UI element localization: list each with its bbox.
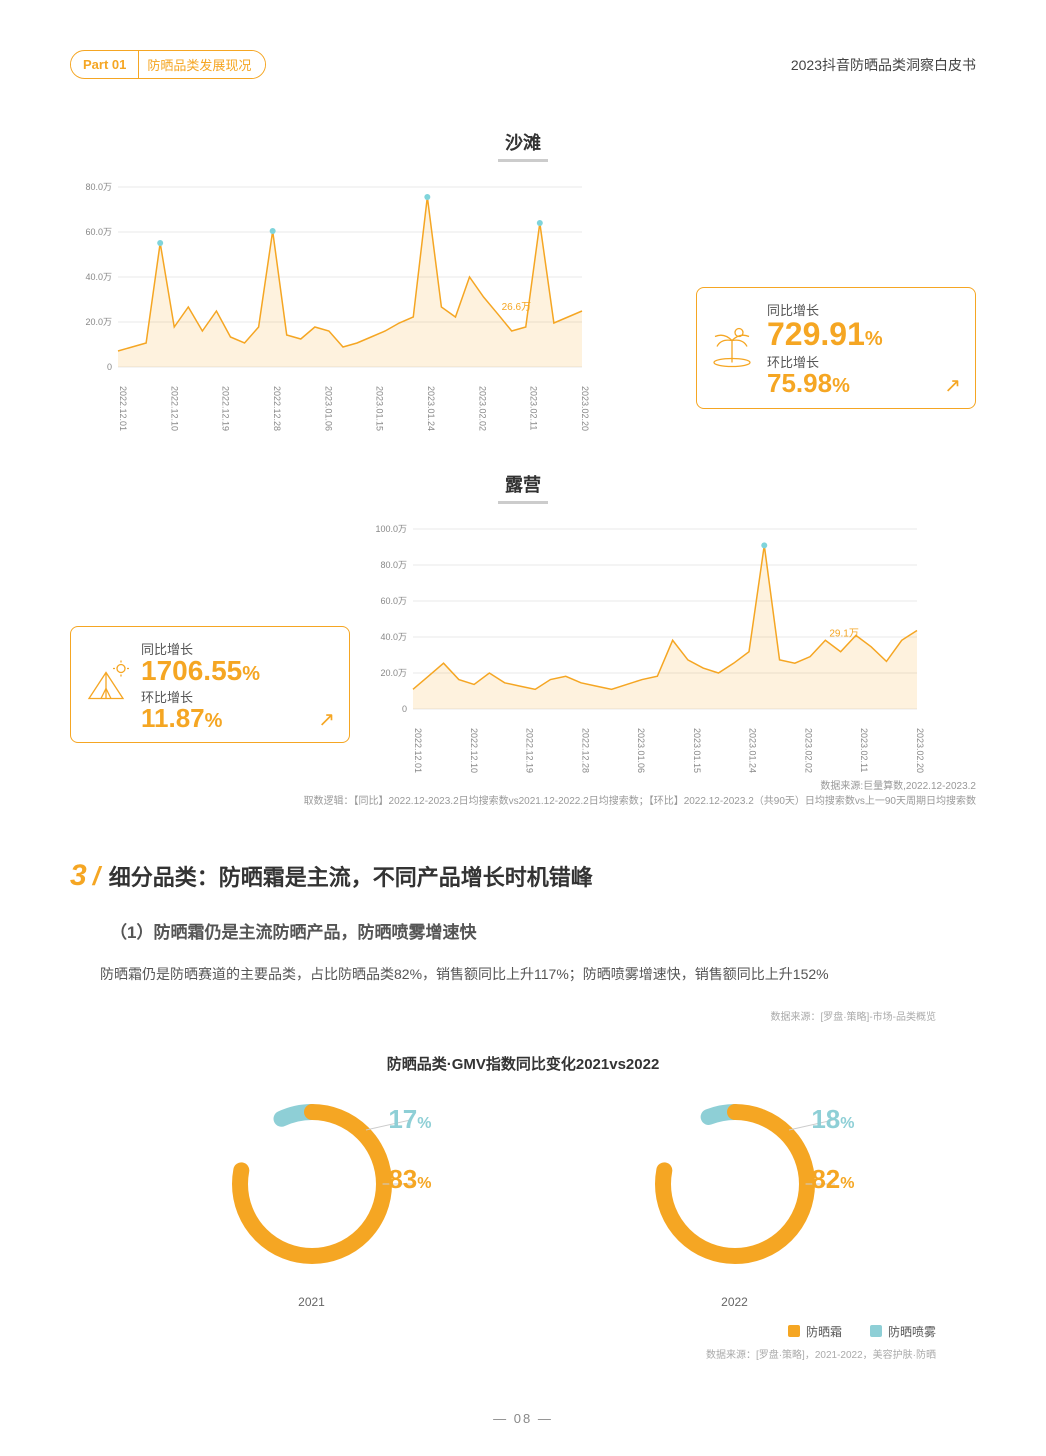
arrow-up-icon: ↗ [318, 707, 335, 732]
svg-text:0: 0 [402, 704, 407, 714]
svg-text:29.1万: 29.1万 [829, 628, 858, 639]
beach-chart-title: 沙滩 [70, 129, 976, 155]
camping-chart-block: 露营 同比增长 1706.55% 环比增长 11.87% ↗ 0 20.0万 40.… [70, 471, 976, 809]
mom-value: 11.87% [141, 704, 333, 733]
donut-row: 17% 83% 2021 18% 82% 2022 [100, 1084, 946, 1309]
svg-text:80.0万: 80.0万 [85, 182, 112, 192]
section3-heading: 3 / 细分品类：防晒霜是主流，不同产品增长时机错峰 [70, 859, 976, 893]
beach-growth-card: 同比增长 729.91% 环比增长 75.98% ↗ [696, 287, 976, 409]
camping-line-chart: 0 20.0万 40.0万 60.0万 80.0万 100.0万 29.1万 [365, 519, 925, 719]
donut-source: 数据来源：[罗盘·策略]，2021-2022，美容护肤·防晒 [70, 1346, 936, 1361]
svg-text:20.0万: 20.0万 [85, 317, 112, 327]
yoy-value: 1706.55% [141, 656, 333, 687]
legend-item: 防晒喷雾 [870, 1323, 936, 1340]
title-underline [498, 159, 548, 162]
svg-text:20.0万: 20.0万 [380, 668, 407, 678]
section-title-text: 细分品类：防晒霜是主流，不同产品增长时机错峰 [109, 860, 593, 892]
camping-growth-card: 同比增长 1706.55% 环比增长 11.87% ↗ [70, 626, 350, 743]
donut-main-pct: 83% [388, 1164, 431, 1195]
page-number: — 08 — [70, 1411, 976, 1426]
section-source: 数据来源：[罗盘·策略]-市场-品类概览 [70, 1008, 936, 1023]
chart-source: 数据来源:巨量算数,2022.12-2023.2 取数逻辑：【同比】2022.1… [70, 779, 976, 809]
donut-2021: 17% 83% 2021 [212, 1084, 412, 1309]
camping-chart-title: 露营 [70, 471, 976, 497]
part-badge: Part 01 防晒品类发展现况 [70, 50, 266, 79]
donut-chart-title: 防晒品类·GMV指数同比变化2021vs2022 [70, 1053, 976, 1074]
donut-main-pct: 82% [811, 1164, 854, 1195]
camping-xaxis-labels: 2022.12.012022.12.102022.12.192022.12.28… [365, 728, 925, 773]
svg-text:40.0万: 40.0万 [85, 272, 112, 282]
beach-xaxis-labels: 2022.12.012022.12.102022.12.192022.12.28… [70, 386, 590, 431]
yoy-value: 729.91% [767, 317, 959, 352]
section-number: 3 [70, 859, 87, 893]
part-label: Part 01 [71, 53, 138, 76]
doc-title: 2023抖音防晒品类洞察白皮书 [791, 55, 976, 75]
legend-item: 防晒霜 [788, 1323, 842, 1340]
section-slash-icon: / [93, 861, 101, 885]
part-title: 防晒品类发展现况 [138, 51, 265, 78]
svg-text:0: 0 [107, 362, 112, 372]
beach-chart-block: 沙滩 0 20.0万 40.0万 60.0万 80.0万 26.6万 2022.12.01… [70, 129, 976, 431]
svg-text:80.0万: 80.0万 [380, 560, 407, 570]
donut-sub-pct: 18% [811, 1104, 854, 1135]
donut-year: 2021 [212, 1295, 412, 1309]
title-underline [498, 501, 548, 504]
arrow-up-icon: ↗ [944, 373, 961, 398]
camping-chart: 0 20.0万 40.0万 60.0万 80.0万 100.0万 29.1万 2022.12… [365, 519, 976, 773]
donut-year: 2022 [635, 1295, 835, 1309]
donut-2022: 18% 82% 2022 [635, 1084, 835, 1309]
svg-text:40.0万: 40.0万 [380, 632, 407, 642]
legend-swatch [788, 1325, 800, 1337]
mom-value: 75.98% [767, 369, 959, 398]
beach-chart: 0 20.0万 40.0万 60.0万 80.0万 26.6万 2022.12.01202… [70, 177, 681, 431]
beach-line-chart: 0 20.0万 40.0万 60.0万 80.0万 26.6万 [70, 177, 590, 377]
legend-swatch [870, 1325, 882, 1337]
palm-icon [709, 322, 755, 373]
donut-legend: 防晒霜 防晒喷雾 [70, 1323, 936, 1340]
page-header: Part 01 防晒品类发展现况 2023抖音防晒品类洞察白皮书 [70, 50, 976, 79]
donut-chart-2021 [212, 1084, 412, 1284]
body-paragraph: 防晒霜仍是防晒赛道的主要品类，占比防晒品类82%，销售额同比上升117%；防晒喷… [100, 961, 956, 988]
svg-text:60.0万: 60.0万 [380, 596, 407, 606]
svg-text:100.0万: 100.0万 [375, 524, 407, 534]
tent-icon [83, 659, 129, 710]
subsection-title: （1）防晒霜仍是主流防晒产品，防晒喷雾增速快 [110, 918, 976, 943]
svg-text:26.6万: 26.6万 [502, 302, 531, 313]
svg-text:60.0万: 60.0万 [85, 227, 112, 237]
donut-sub-pct: 17% [388, 1104, 431, 1135]
donut-chart-2022 [635, 1084, 835, 1284]
